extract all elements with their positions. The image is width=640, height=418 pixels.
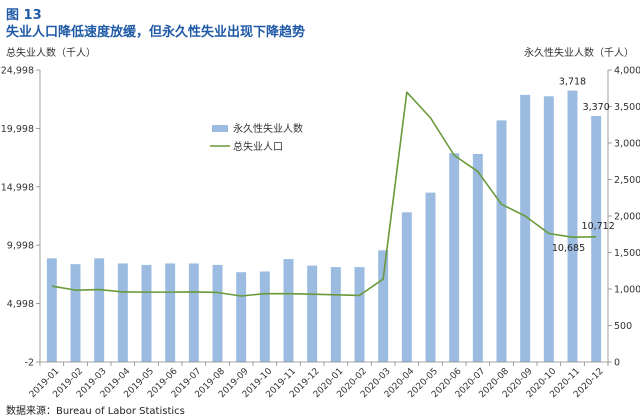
source-note: 数据来源：Bureau of Labor Statistics — [6, 406, 185, 417]
legend-bar-swatch — [212, 125, 228, 132]
bar-permanent-unemployed — [283, 259, 294, 362]
right-tick-label: 2,000 — [614, 212, 640, 223]
right-tick-label: 3,500 — [614, 102, 640, 113]
data-label: 3,718 — [559, 77, 586, 88]
figure-title: 失业人口降低速度放缓，但永久性失业出现下降趋势 — [6, 25, 306, 40]
bar-permanent-unemployed — [307, 265, 318, 362]
bar-permanent-unemployed — [94, 258, 105, 362]
bar-permanent-unemployed — [567, 90, 578, 362]
bar-permanent-unemployed — [141, 264, 152, 362]
figure-label: 图 13 — [6, 8, 42, 23]
left-tick-label: 14,998 — [1, 182, 34, 193]
bar-permanent-unemployed — [496, 120, 507, 363]
line-series — [51, 91, 597, 297]
right-axis-title: 永久性失业人数（千人） — [524, 46, 634, 59]
bar-permanent-unemployed — [188, 263, 199, 362]
bar-permanent-unemployed — [425, 192, 436, 362]
right-tick-label: 3,000 — [614, 139, 640, 150]
line-total-unemployed — [51, 91, 597, 297]
right-tick-label: 0 — [614, 358, 620, 369]
legend-line-label: 总失业人口 — [233, 140, 283, 153]
bar-permanent-unemployed — [236, 272, 247, 362]
legend: 永久性失业人数 总失业人口 — [210, 122, 303, 153]
legend-bar-label: 永久性失业人数 — [233, 122, 303, 135]
bar-permanent-unemployed — [591, 115, 602, 363]
left-axis-title: 总失业人数（千人） — [6, 46, 96, 59]
data-label: 10,685 — [552, 243, 585, 254]
bar-permanent-unemployed — [520, 94, 531, 362]
bar-permanent-unemployed — [259, 271, 270, 362]
bar-permanent-unemployed — [543, 96, 554, 362]
bar-permanent-unemployed — [472, 153, 483, 362]
right-tick-label: 500 — [614, 321, 632, 332]
bar-permanent-unemployed — [449, 153, 460, 362]
right-tick-label: 4,000 — [614, 66, 640, 77]
left-tick-label: 19,998 — [1, 124, 34, 135]
left-tick-label: 4,998 — [7, 299, 34, 310]
bar-permanent-unemployed — [165, 263, 176, 362]
right-tick-label: 2,500 — [614, 175, 640, 186]
data-label: 10,712 — [582, 221, 615, 232]
right-tick-label: 1,500 — [614, 248, 640, 259]
bar-permanent-unemployed — [378, 250, 389, 362]
bar-series — [46, 90, 602, 363]
bar-permanent-unemployed — [117, 263, 128, 362]
bar-permanent-unemployed — [46, 258, 57, 362]
left-tick-label: 24,998 — [1, 66, 34, 77]
right-tick-label: 1,000 — [614, 285, 640, 296]
left-tick-label: -2 — [25, 358, 34, 369]
bar-permanent-unemployed — [330, 267, 341, 362]
data-label: 3,370 — [583, 102, 610, 113]
bar-permanent-unemployed — [212, 264, 223, 362]
bar-permanent-unemployed — [354, 267, 365, 362]
left-tick-label: 9,998 — [7, 241, 34, 252]
bar-permanent-unemployed — [70, 264, 81, 362]
bar-permanent-unemployed — [401, 212, 412, 362]
